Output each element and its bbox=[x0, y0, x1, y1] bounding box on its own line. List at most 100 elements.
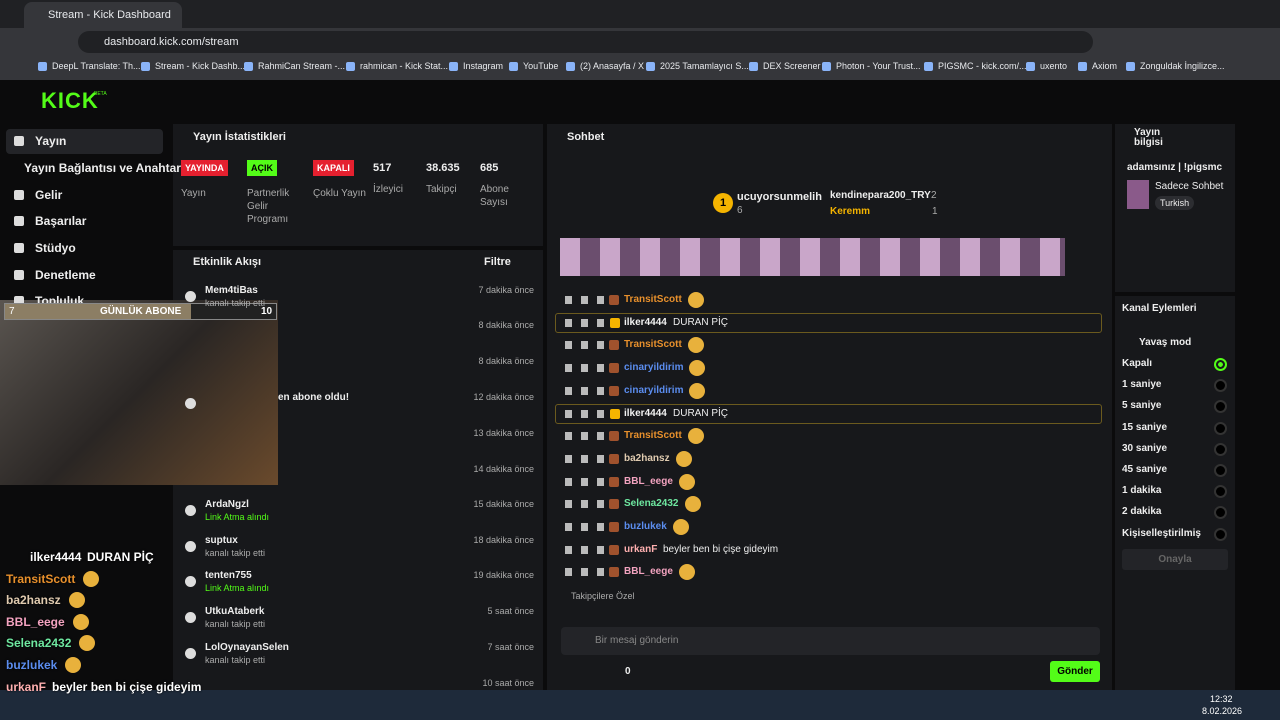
activity-action: kanalı takip etti bbox=[205, 548, 266, 558]
chat-user: ilker4444 bbox=[624, 316, 667, 328]
emote bbox=[685, 496, 701, 513]
radio[interactable] bbox=[1214, 442, 1227, 456]
bookmark-icon bbox=[244, 62, 253, 71]
bookmark-icon bbox=[822, 62, 831, 71]
option-label[interactable]: 30 saniye bbox=[1122, 442, 1168, 454]
bookmark[interactable]: Axiom bbox=[1092, 61, 1118, 71]
address-bar[interactable] bbox=[78, 31, 1093, 53]
bookmark[interactable]: uxento bbox=[1040, 61, 1068, 71]
radio[interactable] bbox=[1214, 358, 1227, 371]
overlay-text: DURAN PİÇ bbox=[87, 550, 154, 564]
nav-item[interactable]: Denetleme bbox=[35, 268, 96, 282]
activity-action: kanalı takip etti bbox=[205, 655, 266, 665]
confirm-button[interactable]: Onayla bbox=[1122, 549, 1228, 570]
bookmark-icon bbox=[646, 62, 655, 71]
activity-time: 15 dakika önce bbox=[473, 499, 534, 509]
bookmark[interactable]: YouTube bbox=[523, 61, 559, 71]
radio[interactable] bbox=[1214, 421, 1227, 435]
bookmark[interactable]: Stream - Kick Dashb... bbox=[155, 61, 246, 71]
bookmark[interactable]: rahmican - Kick Stat... bbox=[360, 61, 449, 71]
overlay-emote bbox=[65, 657, 81, 673]
nav-item[interactable]: Stüdyo bbox=[35, 241, 76, 255]
clock: 12:32 bbox=[1210, 694, 1233, 704]
emote bbox=[689, 360, 705, 377]
nav-item[interactable]: Gelir bbox=[35, 188, 63, 202]
option-label[interactable]: Kişiselleştirilmiş bbox=[1122, 527, 1201, 539]
mod-icons bbox=[565, 318, 605, 327]
counter: 0 bbox=[625, 666, 631, 677]
bookmark[interactable]: Photon - Your Trust... bbox=[836, 61, 921, 71]
activity-action: kanalı takip etti bbox=[205, 619, 266, 629]
option-label[interactable]: 5 saniye bbox=[1122, 400, 1162, 412]
option-label[interactable]: 15 saniye bbox=[1122, 421, 1168, 433]
stream-title: adamsınız | !pigsmc bbox=[1127, 162, 1223, 173]
activity-time: 7 dakika önce bbox=[478, 285, 534, 295]
option-label[interactable]: 1 dakika bbox=[1122, 485, 1162, 497]
mod-icons bbox=[565, 500, 605, 509]
chat-user: cinaryildirim bbox=[624, 384, 684, 396]
filter-button[interactable]: Filtre bbox=[484, 256, 511, 268]
activity-icon bbox=[185, 541, 196, 552]
chat-user: urkanF bbox=[624, 543, 658, 555]
chat-input[interactable] bbox=[561, 627, 1100, 655]
status-badge: YAYINDA bbox=[181, 160, 228, 176]
bookmark[interactable]: Zonguldak İngilizce... bbox=[1140, 61, 1225, 71]
bookmark[interactable]: Instagram bbox=[463, 61, 504, 71]
bookmark[interactable]: PIGSMC - kick.com/... bbox=[938, 61, 1027, 71]
option-label[interactable]: 45 saniye bbox=[1122, 464, 1168, 475]
tab[interactable] bbox=[24, 2, 182, 28]
radio[interactable] bbox=[1214, 464, 1227, 477]
badge bbox=[609, 340, 619, 351]
radio[interactable] bbox=[1214, 527, 1227, 541]
overlay-emote bbox=[83, 570, 99, 587]
bookmark-icon bbox=[38, 62, 47, 71]
option-label[interactable]: 2 dakika bbox=[1122, 506, 1162, 518]
chat-user: ilker4444 bbox=[624, 407, 667, 419]
badge bbox=[609, 544, 619, 555]
chat-text: DURAN PİÇ bbox=[673, 407, 729, 419]
activity-time: 14 dakika önce bbox=[473, 464, 534, 474]
bookmark[interactable]: RahmiCan Stream -... bbox=[258, 61, 346, 71]
bookmark-icon bbox=[924, 62, 933, 71]
radio[interactable] bbox=[1214, 379, 1227, 393]
nav-icon bbox=[14, 216, 24, 226]
option-label[interactable]: Kapalı bbox=[1122, 358, 1153, 369]
activity-time: 7 saat önce bbox=[487, 642, 534, 652]
panel-title: Sohbet bbox=[567, 131, 605, 143]
chat-user: buzlukek bbox=[624, 521, 667, 532]
mod-icons bbox=[565, 341, 605, 350]
bookmark[interactable]: (2) Anasayfa / X bbox=[580, 61, 645, 71]
radio[interactable] bbox=[1214, 506, 1227, 520]
bookmark[interactable]: DEX Screener bbox=[763, 61, 821, 71]
emote bbox=[688, 428, 704, 445]
nav-item[interactable]: Başarılar bbox=[35, 214, 87, 228]
kick-header bbox=[0, 80, 1280, 122]
activity-name: UtkuAtaberk bbox=[205, 606, 265, 617]
radio[interactable] bbox=[1214, 485, 1227, 499]
goal-current: 7 bbox=[9, 306, 15, 317]
bookmark[interactable]: 2025 Tamamlayıcı S... bbox=[660, 61, 749, 71]
activity-name: LolOynayanSelen bbox=[205, 642, 289, 653]
badge bbox=[609, 567, 619, 578]
back-link[interactable]: Yavaş mod bbox=[1139, 337, 1192, 348]
stats-panel bbox=[173, 124, 543, 246]
nav-icon bbox=[14, 136, 24, 146]
nav-item[interactable]: Yayın bbox=[35, 134, 67, 148]
nav-item[interactable]: Yayın Bağlantısı ve Anahtarı bbox=[24, 161, 185, 175]
activity-icon bbox=[185, 505, 196, 516]
radio[interactable] bbox=[1214, 400, 1227, 414]
activity-name: Mem4tiBas bbox=[205, 285, 258, 296]
chat-user: cinaryildirim bbox=[624, 362, 684, 374]
leader-name: kendinepara200_TRY bbox=[830, 190, 931, 201]
activity-name: ArdaNgzl bbox=[205, 499, 249, 510]
bookmark-icon bbox=[566, 62, 575, 71]
send-button[interactable]: Gönder bbox=[1050, 661, 1100, 682]
status-label: Partnerlik Gelir Programı bbox=[247, 188, 290, 225]
leader-count: 2 bbox=[931, 190, 937, 201]
option-label[interactable]: 1 saniye bbox=[1122, 379, 1162, 391]
emote bbox=[688, 337, 704, 354]
rank-badge: 1 bbox=[713, 193, 733, 213]
activity-time: 10 saat önce bbox=[482, 678, 534, 688]
bookmark[interactable]: DeepL Translate: Th... bbox=[52, 61, 141, 71]
